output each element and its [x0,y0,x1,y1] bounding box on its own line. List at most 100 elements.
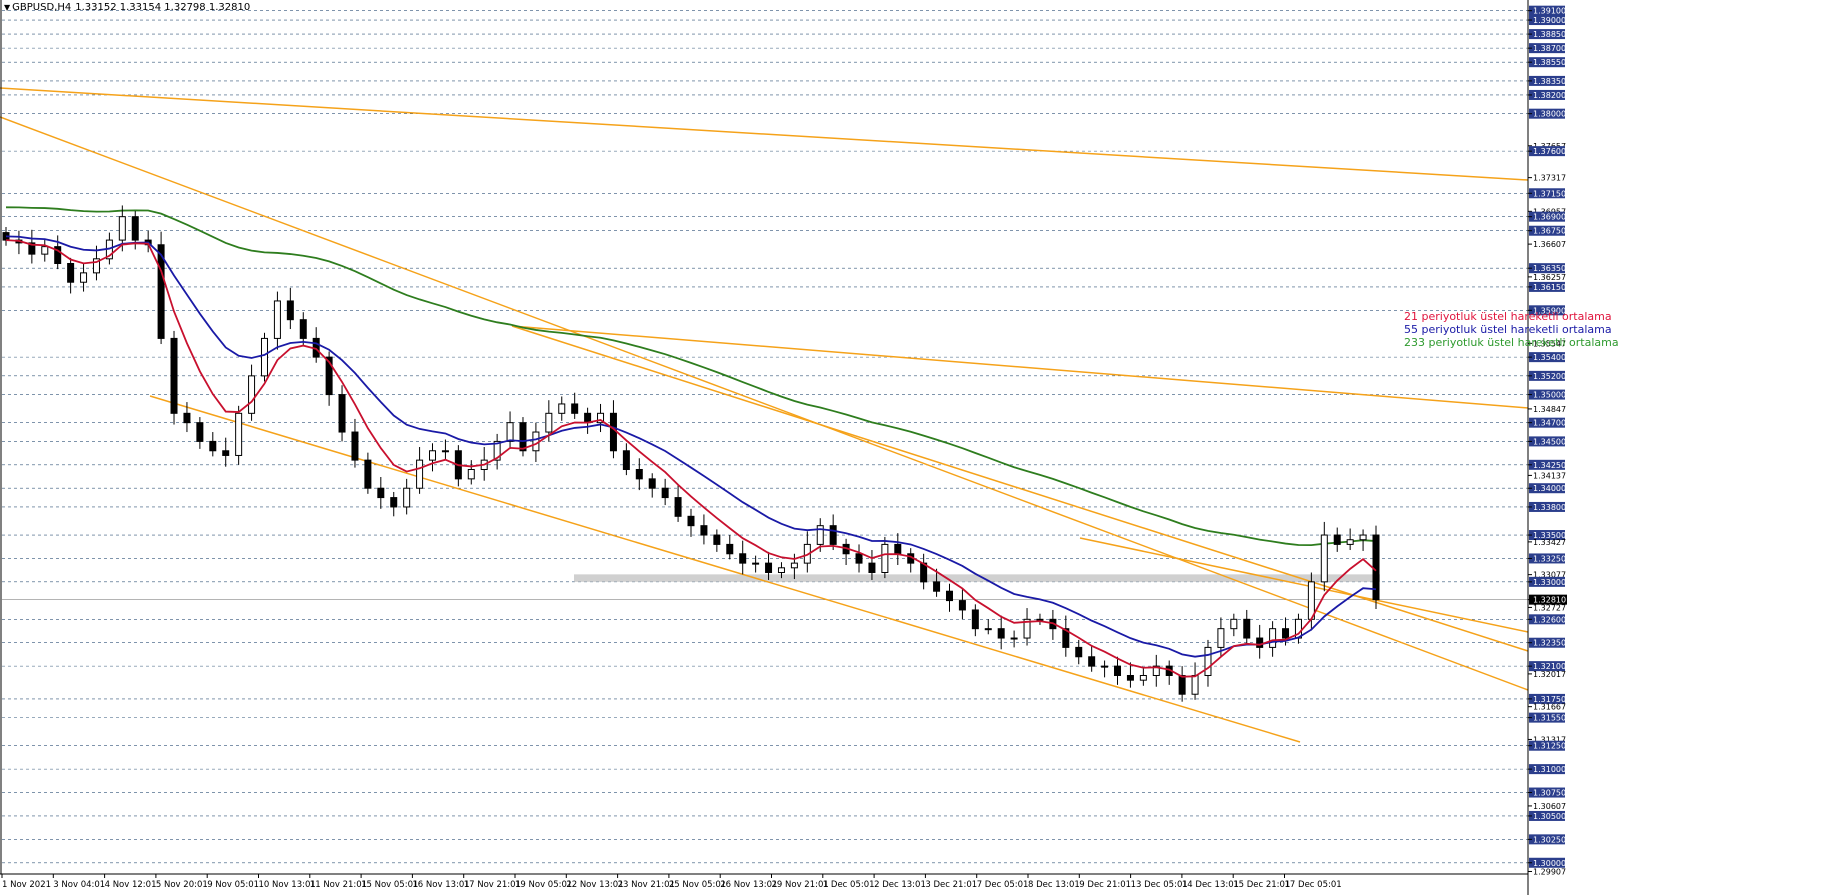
candle-body [894,543,902,555]
candle-body [1230,618,1238,630]
y-tick-label: 1.32017 [1533,670,1566,679]
candle-body [713,534,721,545]
candle-body [829,525,837,545]
x-tick-label: 7 Dec 05:01 [977,880,1029,890]
ema-21-path [5,239,1377,678]
candle-body [28,242,36,255]
price-level-tag [1529,436,1565,447]
candle-body [157,244,165,339]
x-tick-label: 17 Nov 21:01 [464,880,521,890]
price-level-tag [1529,417,1565,428]
candle-body [571,403,579,414]
candle-body [1062,628,1070,648]
candle-body [1075,646,1083,658]
candle-body [54,246,62,264]
candle-body [739,553,747,564]
y-tick-label: 1.31750 [1533,695,1566,704]
price-level-tag [1529,614,1565,625]
y-tick-label: 1.30000 [1533,859,1566,868]
candle-body [868,562,876,573]
candle-body [338,394,346,433]
candle-body [377,487,385,499]
x-tick-label: 9 Nov 05:01 [207,880,259,890]
y-tick-label: 1.37600 [1533,147,1566,156]
candle-body [325,356,333,396]
candle-body [260,337,268,377]
y-tick-label: 1.33250 [1533,554,1566,563]
y-tick-label: 1.34500 [1533,437,1566,446]
candle-body [1204,646,1212,676]
candle-body [131,216,139,241]
y-tick-label: 1.38200 [1533,91,1566,100]
price-level-tag [1529,263,1565,274]
price-level-tag [1529,188,1565,199]
y-tick-label: 1.32100 [1533,662,1566,671]
price-level-tag [1529,29,1565,40]
chevron-down-icon[interactable]: ▼ [4,3,11,12]
y-tick-label: 1.33800 [1533,503,1566,512]
candle-body [687,515,695,527]
ema-21-line [5,239,1377,678]
candle-body [170,337,178,414]
y-tick-label: 1.33500 [1533,531,1566,540]
trendline[interactable] [0,87,1529,181]
x-tick-label: 4 Nov 12:01 [105,880,157,890]
y-tick-label: 1.30500 [1533,812,1566,821]
y-tick-label: 1.30607 [1533,802,1566,811]
symbol-label: GBPUSD,H4 [12,2,72,13]
candle-body [945,590,953,602]
x-tick-label: 1 Nov 2021 [2,880,51,890]
y-tick-label: 1.36607 [1533,240,1566,249]
legend-ema-233: 233 periyotluk üstel hareketli ortalama [1404,336,1619,349]
y-tick-label: 1.38850 [1533,30,1566,39]
candle-body [390,497,398,508]
x-tick-label: 23 Nov 21:01 [618,880,675,890]
candle-body [1010,637,1018,640]
trendlines[interactable] [0,87,1529,743]
price-level-tag [1529,501,1565,512]
trendline[interactable] [1079,537,1529,633]
candle-body [984,628,992,631]
candle-body [286,300,294,321]
x-tick-label: 5 Nov 20:01 [156,880,208,890]
symbol-header[interactable]: ▼ GBPUSD,H4 1.33152 1.33154 1.32798 1.3281… [4,2,250,13]
candle-body [1282,628,1290,639]
candle-body [67,262,75,283]
trendline[interactable] [149,395,1301,743]
legend-ema-55: 55 periyotluk üstel hareketli ortalama [1404,323,1612,336]
ema-233-path [5,206,1377,547]
y-tick-label: 1.35200 [1533,372,1566,381]
x-tick-label: 1 Dec 05:01 [823,880,875,890]
price-level-tag [1529,637,1565,648]
trendline[interactable] [0,116,1529,691]
x-tick-label: 17 Dec 05:01 [1285,880,1342,890]
x-tick-label: 15 Dec 21:01 [1233,880,1290,890]
x-tick-label: 13 Dec 05:01 [1131,880,1188,890]
candle-body [752,562,760,565]
y-tick-label: 1.30750 [1533,789,1566,798]
candle-body [416,459,424,489]
price-level-tag [1529,352,1565,363]
y-tick-label: 1.34847 [1533,405,1566,414]
candle-body [506,422,514,442]
candle-body [1333,534,1341,545]
current-price-tag [1529,594,1567,605]
x-tick-label: 10 Nov 13:01 [259,880,316,890]
candle-body [209,440,217,452]
y-tick-label: 1.34000 [1533,484,1566,493]
price-level-tag [1529,5,1565,16]
chart-grid [2,10,1528,864]
candle-body [183,412,191,424]
y-tick-label: 1.30250 [1533,835,1566,844]
y-tick-label: 1.37150 [1533,189,1566,198]
candle-body [881,543,889,573]
candle-body [661,487,669,499]
x-tick-label: 14 Dec 13:01 [1182,880,1239,890]
y-tick-label: 1.38350 [1533,77,1566,86]
price-level-tag [1529,281,1565,292]
candle-body [558,403,566,414]
trendline[interactable] [511,325,1529,409]
